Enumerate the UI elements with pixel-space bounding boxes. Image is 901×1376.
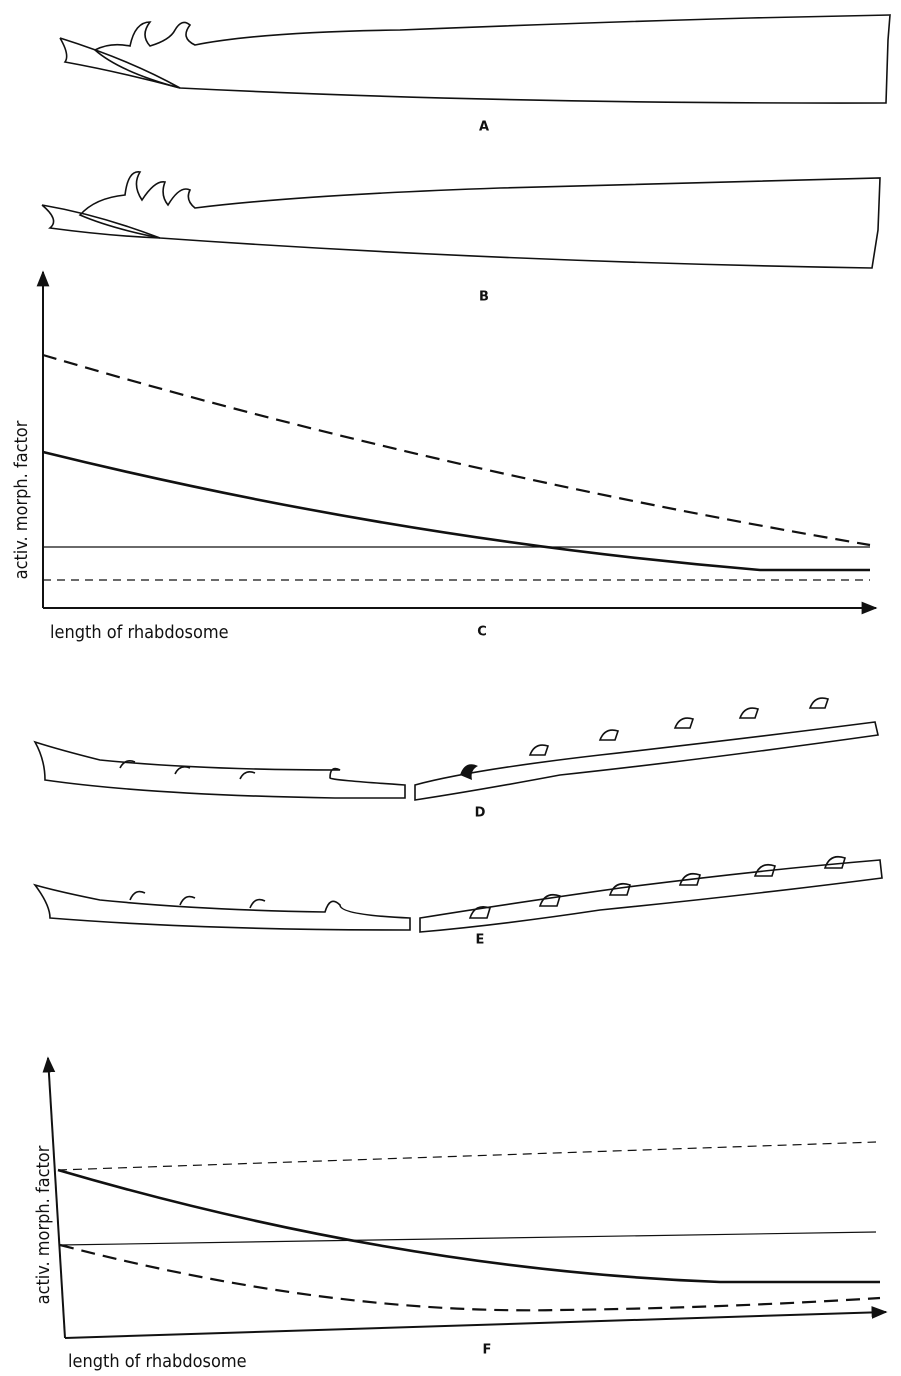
rhabdosome-a: A <box>59 14 891 135</box>
panel-label: A <box>479 120 489 135</box>
panel-label: B <box>479 290 489 305</box>
y-axis-label: activ. morph. factor <box>33 1145 54 1304</box>
graph-c: activ. morph. factor length of rhabdosom… <box>11 270 878 643</box>
rhabdosome-d: D <box>33 697 879 821</box>
panel-label: D <box>475 806 486 821</box>
rhabdosome-b: B <box>41 171 881 305</box>
panel-label: C <box>477 625 487 640</box>
panel-label: E <box>476 933 485 948</box>
x-axis-label: length of rhabdosome <box>50 622 229 643</box>
x-axis-label: length of rhabdosome <box>68 1351 247 1372</box>
graph-f: activ. morph. factor length of rhabdosom… <box>33 1056 888 1372</box>
panel-label: F <box>483 1343 492 1358</box>
rhabdosome-e: E <box>32 855 883 948</box>
y-axis-label: activ. morph. factor <box>11 420 32 579</box>
